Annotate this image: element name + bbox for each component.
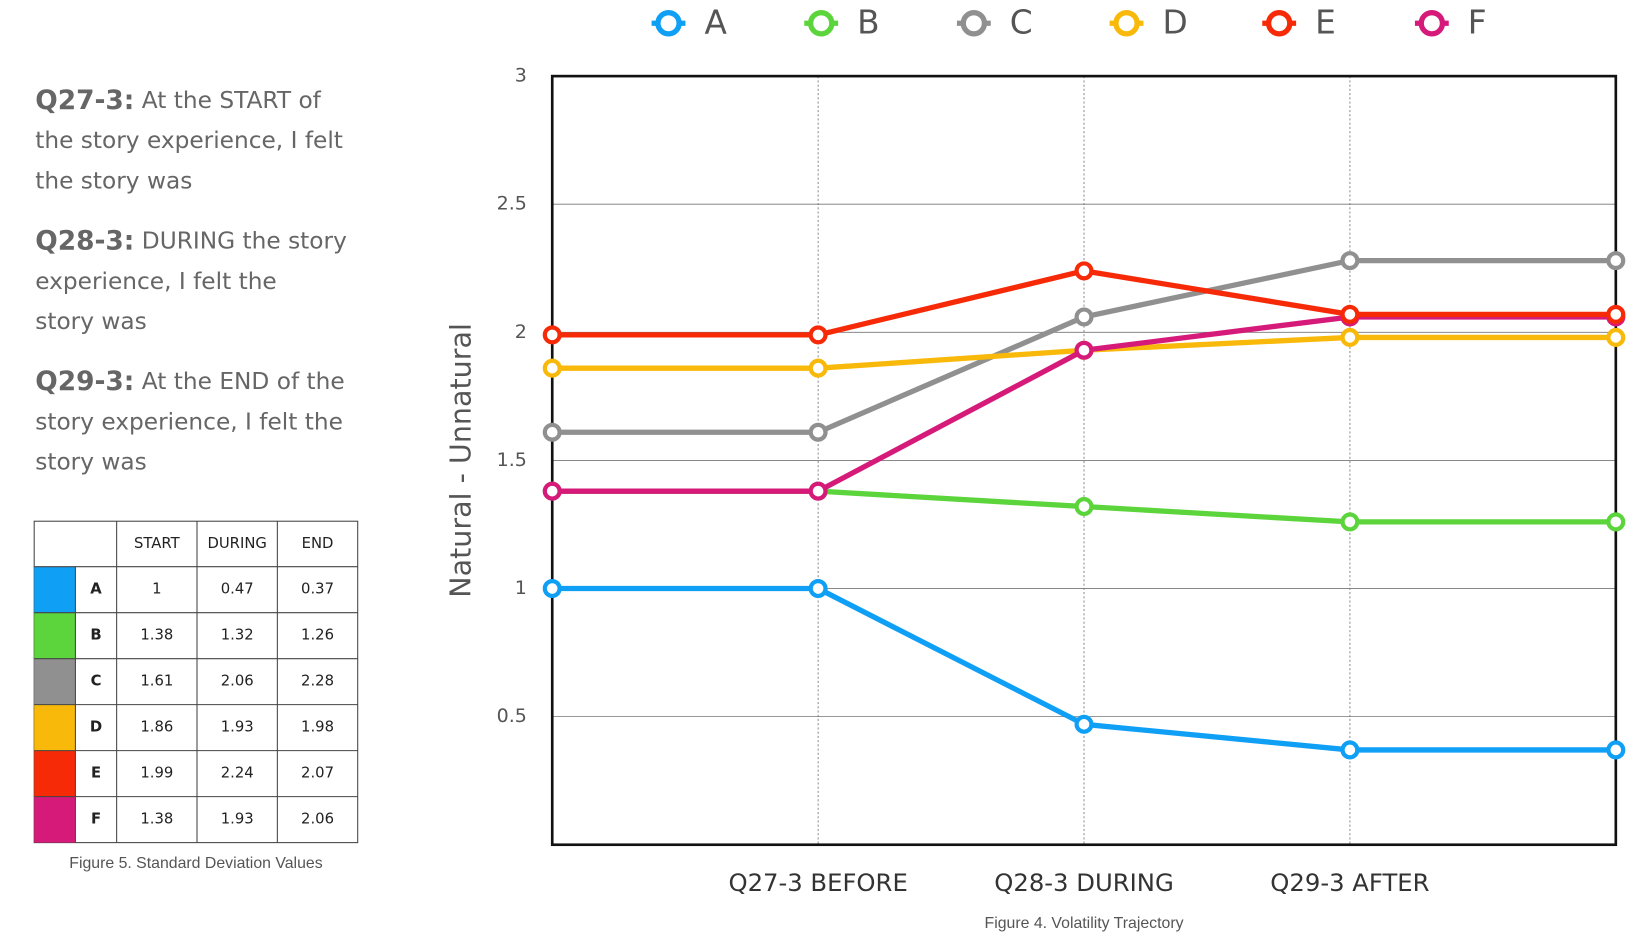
legend-marker [807, 10, 835, 37]
legend-marker [1418, 10, 1446, 37]
question-text: story was [35, 308, 147, 335]
legend-label: A [704, 3, 727, 41]
legend-label: D [1162, 3, 1187, 41]
data-point [1340, 327, 1360, 347]
data-point [1074, 497, 1094, 517]
table-swatch [34, 750, 76, 797]
legend-marker [655, 10, 682, 37]
y-tick-label: 1.5 [497, 449, 527, 471]
data-point [1074, 714, 1094, 734]
table-caption: Figure 5. Standard Deviation Values [69, 855, 322, 872]
question-text: story was [35, 449, 147, 476]
table-cell: 1.38 [140, 627, 173, 644]
x-tick-label: Q29-3 AFTER [1270, 868, 1429, 897]
table-row-label: F [91, 811, 101, 828]
data-point [542, 481, 562, 501]
y-tick-label: 2.5 [497, 193, 527, 215]
chart-caption: Figure 4. Volatility Trajectory [985, 915, 1184, 932]
y-axis-label: Natural - Unnatural [444, 323, 477, 598]
table-cell: 1 [152, 581, 161, 598]
table-swatch [34, 612, 76, 659]
table-cell: 1.26 [301, 627, 334, 644]
table-cell: 2.28 [301, 673, 334, 690]
table-cell: 1.32 [221, 627, 254, 644]
data-point [542, 358, 562, 378]
data-point [808, 358, 828, 378]
legend-marker [1265, 10, 1293, 37]
question-text: experience, I felt the [35, 268, 277, 295]
table-row-label: B [90, 627, 101, 644]
data-point [1606, 304, 1626, 324]
data-point [1074, 340, 1094, 360]
table-row-label: E [91, 765, 101, 782]
data-point [1340, 304, 1360, 324]
data-point [542, 325, 562, 345]
legend-label: C [1010, 3, 1033, 41]
data-point [1340, 512, 1360, 532]
table-cell: 1.98 [301, 719, 334, 736]
data-point [542, 422, 562, 442]
y-tick-label: 2 [515, 321, 527, 343]
table-cell: 2.24 [221, 765, 254, 782]
table-header: END [302, 535, 334, 552]
data-point [808, 481, 828, 501]
data-point [542, 579, 562, 599]
plot-frame [550, 74, 1618, 847]
data-point [1606, 327, 1626, 347]
question-text: story experience, I felt the [35, 408, 343, 435]
table-cell: 1.93 [221, 811, 254, 828]
question-text: At the END of the [142, 368, 345, 395]
table-header: START [134, 535, 181, 552]
question-text: the story experience, I felt [35, 127, 343, 154]
data-point [1606, 251, 1626, 271]
table-swatch [34, 658, 76, 705]
table-swatch [34, 704, 76, 751]
data-point [1340, 251, 1360, 271]
data-point [1074, 307, 1094, 327]
table-row-label: A [90, 581, 102, 598]
question-label: Q28-3: [35, 226, 134, 257]
table-cell: 1.99 [140, 765, 173, 782]
data-point [808, 422, 828, 442]
table-row-label: C [91, 673, 102, 690]
legend-label: F [1468, 3, 1487, 41]
legend-marker [1113, 10, 1140, 37]
table-swatch [34, 796, 76, 843]
table-cell: 0.37 [301, 581, 334, 598]
table-cell: 1.93 [221, 719, 254, 736]
data-point [1606, 512, 1626, 532]
table-header: DURING [207, 535, 266, 552]
table-cell: 2.06 [301, 811, 334, 828]
question-text: DURING the story [142, 228, 347, 255]
y-tick-label: 3 [515, 65, 527, 87]
question-label: Q27-3: [35, 85, 134, 116]
data-point [1606, 740, 1626, 760]
data-point [808, 579, 828, 599]
x-tick-label: Q27-3 BEFORE [728, 868, 907, 897]
data-point [808, 325, 828, 345]
legend-marker [960, 10, 988, 37]
y-tick-label: 0.5 [497, 705, 527, 727]
table-cell: 1.61 [140, 673, 173, 690]
table-cell: 1.38 [140, 811, 173, 828]
table-cell: 0.47 [221, 581, 254, 598]
data-point [1340, 740, 1360, 760]
question-label: Q29-3: [35, 366, 134, 397]
question-text: the story was [35, 167, 192, 194]
table-row-label: D [90, 719, 102, 736]
table-cell: 2.07 [301, 765, 334, 782]
table-cell: 1.86 [140, 719, 173, 736]
table-swatch [34, 566, 76, 613]
legend-label: B [857, 3, 879, 41]
x-tick-label: Q28-3 DURING [994, 868, 1174, 897]
question-text: At the START of [142, 87, 322, 114]
data-point [1074, 261, 1094, 281]
y-tick-label: 1 [515, 577, 527, 599]
legend-label: E [1315, 3, 1336, 41]
table-cell: 2.06 [221, 673, 254, 690]
